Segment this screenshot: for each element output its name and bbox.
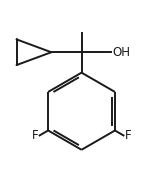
Text: OH: OH <box>113 46 131 59</box>
Text: F: F <box>125 129 132 142</box>
Text: F: F <box>31 129 38 142</box>
